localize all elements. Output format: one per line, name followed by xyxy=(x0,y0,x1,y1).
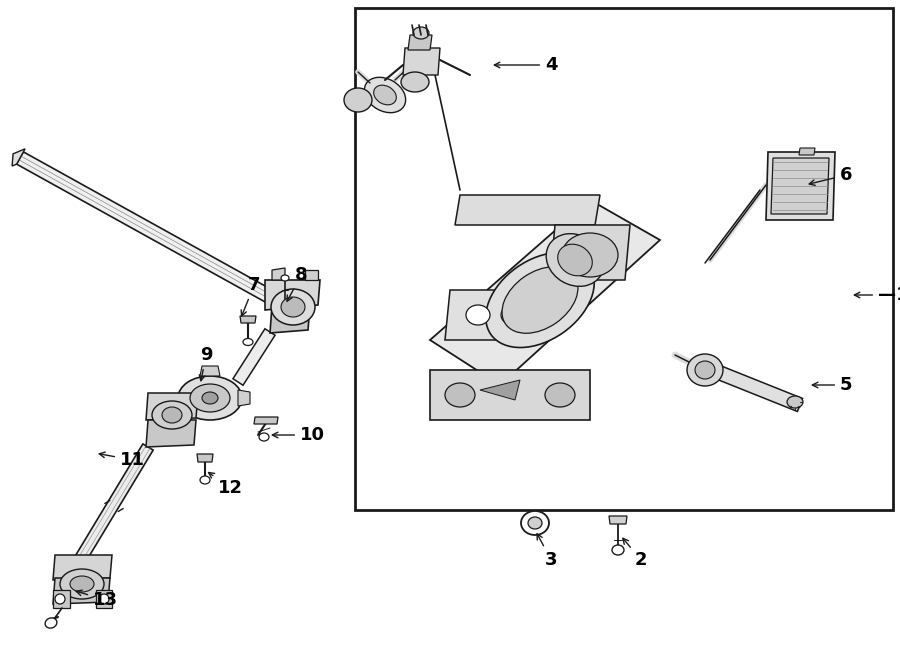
Polygon shape xyxy=(200,366,220,376)
Ellipse shape xyxy=(162,407,182,423)
Ellipse shape xyxy=(466,305,490,325)
Polygon shape xyxy=(305,270,318,280)
Ellipse shape xyxy=(612,545,624,555)
Ellipse shape xyxy=(55,594,65,604)
Ellipse shape xyxy=(281,275,289,281)
Ellipse shape xyxy=(281,297,305,317)
Polygon shape xyxy=(197,454,213,462)
Polygon shape xyxy=(53,578,110,604)
Ellipse shape xyxy=(190,384,230,412)
Text: 3: 3 xyxy=(537,534,557,569)
Ellipse shape xyxy=(486,252,594,348)
Ellipse shape xyxy=(501,305,525,325)
Text: 12: 12 xyxy=(209,473,243,497)
Text: 2: 2 xyxy=(623,538,647,569)
Polygon shape xyxy=(272,268,285,280)
Polygon shape xyxy=(445,290,540,340)
Ellipse shape xyxy=(546,234,604,287)
Ellipse shape xyxy=(271,289,315,325)
Text: 13: 13 xyxy=(76,590,118,609)
Polygon shape xyxy=(53,590,70,608)
Ellipse shape xyxy=(202,392,218,404)
Ellipse shape xyxy=(45,618,57,628)
Polygon shape xyxy=(265,280,320,310)
Polygon shape xyxy=(550,225,630,280)
Text: 10: 10 xyxy=(273,426,325,444)
Text: —1: —1 xyxy=(854,286,900,304)
Ellipse shape xyxy=(243,338,253,346)
Text: 7: 7 xyxy=(241,276,260,316)
Ellipse shape xyxy=(200,476,210,484)
Polygon shape xyxy=(254,417,278,424)
Polygon shape xyxy=(270,305,310,333)
Polygon shape xyxy=(238,390,250,406)
Ellipse shape xyxy=(152,401,192,429)
Polygon shape xyxy=(430,370,590,420)
Polygon shape xyxy=(408,35,432,50)
Polygon shape xyxy=(455,195,600,225)
Polygon shape xyxy=(698,359,803,412)
Ellipse shape xyxy=(178,376,242,420)
Ellipse shape xyxy=(687,354,723,386)
Polygon shape xyxy=(16,152,288,311)
Ellipse shape xyxy=(60,569,104,599)
Polygon shape xyxy=(96,590,112,608)
Text: 8: 8 xyxy=(287,266,308,301)
Polygon shape xyxy=(70,444,153,571)
Ellipse shape xyxy=(787,396,803,408)
Ellipse shape xyxy=(695,361,715,379)
Polygon shape xyxy=(146,420,196,447)
Text: 5: 5 xyxy=(813,376,852,394)
Ellipse shape xyxy=(558,244,592,276)
Text: 11: 11 xyxy=(99,451,145,469)
Bar xyxy=(355,8,893,510)
Polygon shape xyxy=(233,329,275,385)
Ellipse shape xyxy=(344,88,372,112)
Ellipse shape xyxy=(521,511,549,535)
Ellipse shape xyxy=(401,72,429,92)
Ellipse shape xyxy=(70,576,94,592)
Ellipse shape xyxy=(562,233,618,277)
Text: 4: 4 xyxy=(494,56,557,74)
Ellipse shape xyxy=(413,27,429,39)
Polygon shape xyxy=(12,149,25,166)
Polygon shape xyxy=(403,48,440,75)
Ellipse shape xyxy=(374,85,396,105)
Ellipse shape xyxy=(99,594,109,604)
Polygon shape xyxy=(146,393,198,420)
Ellipse shape xyxy=(545,383,575,407)
Polygon shape xyxy=(771,158,829,214)
Ellipse shape xyxy=(528,517,542,529)
Ellipse shape xyxy=(502,267,578,333)
Polygon shape xyxy=(430,200,660,385)
Ellipse shape xyxy=(364,77,406,113)
Polygon shape xyxy=(53,555,112,580)
Polygon shape xyxy=(480,380,520,400)
Text: 9: 9 xyxy=(199,346,212,381)
Ellipse shape xyxy=(259,433,269,441)
Polygon shape xyxy=(609,516,627,524)
Ellipse shape xyxy=(445,383,475,407)
Polygon shape xyxy=(766,152,835,220)
Polygon shape xyxy=(240,316,256,323)
Text: 6: 6 xyxy=(809,166,852,185)
Polygon shape xyxy=(799,148,815,155)
